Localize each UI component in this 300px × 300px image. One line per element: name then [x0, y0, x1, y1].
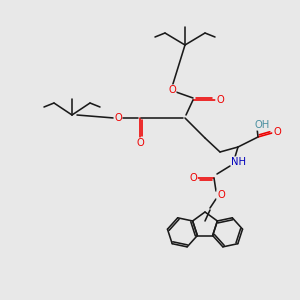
Text: O: O [114, 113, 122, 123]
Text: O: O [217, 190, 225, 200]
Text: O: O [189, 173, 197, 183]
Text: O: O [136, 138, 144, 148]
Text: OH: OH [254, 120, 270, 130]
Text: NH: NH [232, 157, 247, 167]
Text: O: O [216, 95, 224, 105]
Text: O: O [168, 85, 176, 95]
Text: O: O [273, 127, 281, 137]
